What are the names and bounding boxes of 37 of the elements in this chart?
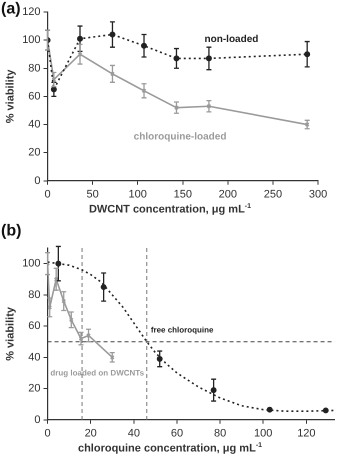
- chart-title: (a): [1, 0, 21, 18]
- chart-title: (b): [1, 222, 22, 240]
- x-tick-label: 120: [297, 427, 316, 440]
- y-tick-label: 60: [28, 320, 41, 332]
- y-tick-label: 0: [34, 174, 41, 187]
- text: chloroquine-loaded: [134, 132, 226, 143]
- y-tick-label: 80: [28, 62, 41, 74]
- series-label: non-loaded: [204, 34, 258, 45]
- x-tick-label: 200: [218, 188, 238, 200]
- x-tick-label: 250: [264, 188, 282, 200]
- x-tick-label: 40: [128, 427, 140, 440]
- y-tick-label: 20: [28, 382, 41, 395]
- x-tick-label: 0: [44, 427, 51, 440]
- y-tick-label: 0: [34, 414, 41, 426]
- y-tick-label: 80: [28, 288, 41, 301]
- y-tick-label: 20: [28, 146, 41, 159]
- y-tick-label: 120: [22, 6, 41, 18]
- y-tick-label: 60: [28, 90, 41, 102]
- x-tick-label: 80: [214, 427, 226, 440]
- x-axis-title: DWCNT concentration, μg mL$^{-1}$: [88, 203, 252, 216]
- y-tick-label: 100: [22, 34, 41, 46]
- x-tick-label: 150: [174, 188, 192, 200]
- y-tick-label: 40: [28, 118, 41, 131]
- y-axis-title: % viability: [4, 306, 17, 361]
- x-tick-label: 60: [170, 427, 184, 440]
- x-tick-label: 300: [308, 188, 328, 200]
- text: drug loaded on DWCNTs: [50, 368, 145, 378]
- x-tick-label: 0: [44, 188, 51, 200]
- y-tick-label: 40: [28, 351, 41, 364]
- x-tick-label: 50: [86, 188, 99, 200]
- y-axis-title: % viability: [4, 68, 17, 124]
- x-tick-label: 20: [84, 427, 97, 440]
- y-tick-label: 100: [22, 258, 41, 270]
- text: free chloroquine: [150, 326, 214, 335]
- x-tick-label: 100: [128, 188, 147, 200]
- x-tick-label: 100: [254, 427, 272, 440]
- x-axis-title: chloroquine concentration, μg mL$^{-1}$: [76, 442, 264, 455]
